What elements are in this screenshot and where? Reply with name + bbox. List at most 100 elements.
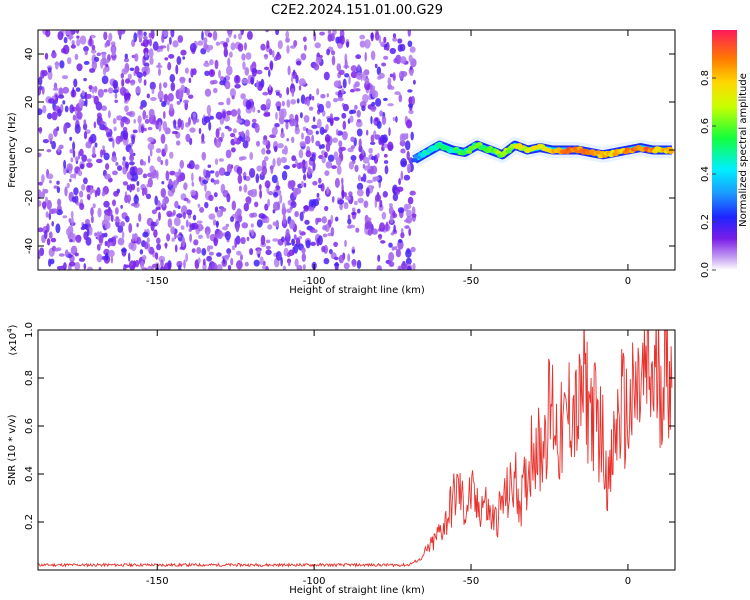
noise-cell [243, 184, 248, 193]
noise-cell [230, 109, 238, 117]
noise-cell [275, 91, 280, 96]
noise-cell [394, 91, 401, 96]
noise-cell [254, 123, 260, 133]
noise-cell [215, 220, 219, 228]
noise-cell [212, 219, 217, 226]
noise-cell [158, 255, 166, 263]
noise-cell [171, 186, 176, 194]
snr-frame [37, 329, 676, 571]
noise-cell [148, 48, 154, 58]
noise-cell [312, 180, 318, 186]
noise-cell [305, 160, 308, 170]
noise-cell [47, 173, 54, 180]
noise-cell [42, 69, 48, 77]
noise-cell [47, 112, 53, 120]
noise-cell [286, 138, 290, 142]
noise-cell [376, 120, 382, 129]
colorbar-tick-label: 0.6 [700, 118, 711, 134]
noise-cell [236, 260, 243, 270]
noise-cell [305, 239, 311, 249]
noise-cell [405, 257, 412, 265]
noise-cell [206, 104, 212, 115]
colorbar-tick-label: 0.0 [700, 262, 711, 278]
noise-cell [141, 66, 148, 74]
noise-cell [245, 129, 250, 139]
noise-cell [142, 110, 147, 120]
noise-cell [286, 45, 290, 54]
noise-cell [400, 231, 405, 239]
noise-cell [120, 248, 127, 253]
noise-cell [69, 136, 73, 141]
noise-cell [226, 97, 231, 106]
noise-cell [142, 187, 145, 197]
noise-cell [326, 186, 330, 194]
noise-cell [301, 132, 304, 140]
noise-cell [66, 163, 73, 172]
noise-cell [51, 51, 57, 59]
noise-cell [262, 139, 269, 146]
noise-cell [400, 262, 408, 270]
noise-cell [199, 207, 205, 213]
noise-cell [379, 199, 383, 208]
noise-cell [240, 237, 246, 245]
noise-cell [282, 214, 287, 225]
noise-cell [146, 93, 150, 99]
noise-cell [275, 30, 280, 36]
noise-cell [325, 100, 331, 109]
noise-cell [149, 56, 154, 65]
noise-cell [142, 35, 148, 40]
noise-cell [133, 195, 139, 204]
noise-cell [218, 158, 224, 162]
noise-cell [268, 69, 271, 78]
noise-cell [216, 252, 222, 257]
noise-cell [355, 120, 363, 128]
signal-cell [465, 149, 473, 154]
noise-cell [290, 99, 297, 105]
noise-cell [129, 161, 135, 166]
noise-cell [350, 155, 357, 161]
noise-cell [382, 134, 388, 144]
noise-cell [271, 174, 278, 184]
noise-cell [115, 135, 121, 145]
noise-cell [251, 118, 257, 123]
noise-cell [324, 170, 330, 177]
noise-cell [85, 141, 92, 149]
noise-cell [48, 98, 55, 104]
noise-cell [135, 86, 141, 94]
colorbar-label: Normalized spectral amplitude [738, 73, 749, 227]
noise-cell [186, 209, 193, 216]
noise-cell [333, 256, 339, 261]
svg-text:(x104): (x104) [6, 324, 19, 355]
signal-cell [411, 158, 418, 163]
noise-cell [315, 130, 319, 135]
noise-cell [208, 213, 216, 220]
noise-cell [271, 126, 278, 136]
noise-cell [128, 252, 131, 262]
noise-cell [299, 112, 303, 119]
noise-cell [317, 235, 323, 246]
noise-cell [253, 259, 260, 267]
noise-cell [406, 132, 409, 140]
noise-cell [212, 30, 218, 41]
noise-cell [341, 189, 345, 200]
noise-cell [263, 54, 269, 58]
noise-cell [358, 174, 361, 182]
noise-cell [117, 225, 124, 233]
noise-cell [377, 254, 381, 262]
noise-cell [251, 229, 255, 236]
noise-cell [101, 53, 107, 58]
noise-cell [86, 185, 91, 193]
noise-cell [411, 213, 417, 218]
noise-cell [72, 87, 75, 97]
noise-cell [75, 30, 80, 34]
noise-cell [92, 95, 95, 99]
noise-cell [298, 149, 304, 159]
noise-cell [320, 93, 326, 99]
noise-cell [144, 52, 148, 58]
noise-cell [370, 141, 376, 145]
noise-cell [215, 41, 221, 46]
noise-cell [214, 158, 219, 165]
noise-cell [124, 117, 131, 125]
noise-cell [50, 237, 57, 243]
noise-cell [400, 158, 407, 168]
